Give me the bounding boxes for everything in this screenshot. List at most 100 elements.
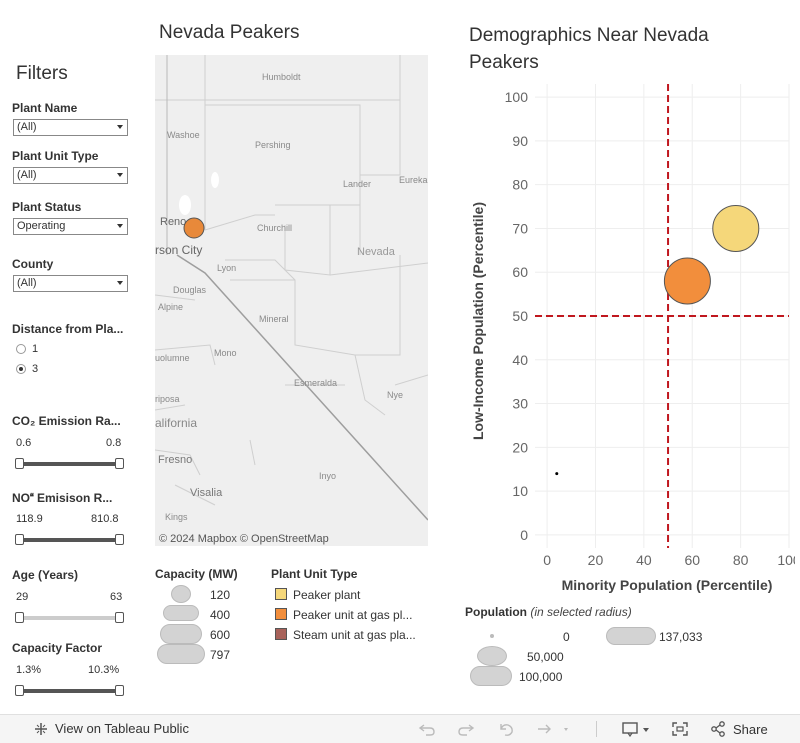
x-tick-label: 20: [588, 552, 604, 568]
capacity-size-marker: [171, 585, 191, 603]
map-label: Churchill: [257, 223, 292, 233]
plant-name-label: Plant Name: [12, 101, 78, 115]
nox-slider-track[interactable]: [19, 538, 121, 542]
revert-icon[interactable]: [497, 722, 515, 736]
nox-max: 810.8: [91, 513, 119, 525]
refresh-dropdown-icon[interactable]: [536, 722, 572, 736]
reference-lines: [535, 84, 789, 548]
view-on-tableau-button[interactable]: View on Tableau Public: [34, 721, 189, 736]
plant-unit-type-label: Plant Unit Type: [12, 149, 99, 163]
map-label: Mono: [214, 348, 237, 358]
capacity-factor-slider-min-handle[interactable]: [15, 685, 24, 696]
share-icon: [711, 721, 725, 737]
peaker-plant-swatch[interactable]: [275, 588, 287, 600]
plant-name-value: (All): [17, 121, 37, 133]
nox-slider-max-handle[interactable]: [115, 534, 124, 545]
age-slider-max-handle[interactable]: [115, 612, 124, 623]
data-point[interactable]: [663, 257, 711, 305]
map-title: Nevada Peakers: [159, 22, 300, 43]
population-legend-item: 0: [563, 630, 570, 644]
map-label: Lyon: [217, 263, 236, 273]
data-point[interactable]: [555, 472, 559, 476]
share-label: Share: [733, 721, 768, 737]
map-label: Nevada: [357, 246, 396, 258]
capacity-size-marker: [160, 624, 202, 644]
map-label: uolumne: [155, 353, 190, 363]
plant-marker[interactable]: [183, 217, 205, 239]
plant-status-value: Operating: [17, 220, 66, 232]
undo-icon[interactable]: [418, 722, 436, 736]
co2-slider-min-handle[interactable]: [15, 458, 24, 469]
map-label: Humboldt: [262, 72, 301, 82]
capacity-legend-item: 797: [210, 648, 231, 662]
co2-slider-max-handle[interactable]: [115, 458, 124, 469]
distance-option-3-label: 3: [32, 363, 39, 375]
unit-type-legend-title: Plant Unit Type: [271, 567, 358, 581]
x-axis-label: Minority Population (Percentile): [562, 577, 773, 593]
bottom-toolbar: View on Tableau Public Share: [0, 714, 800, 743]
unit-type-legend-item[interactable]: Peaker plant: [293, 588, 361, 602]
capacity-factor-slider-track[interactable]: [19, 689, 121, 693]
fullscreen-icon[interactable]: [671, 721, 689, 737]
x-tick-label: 80: [733, 552, 749, 568]
y-tick-label: 40: [512, 352, 528, 368]
plant-unit-type-value: (All): [17, 169, 37, 181]
y-tick-label: 90: [512, 133, 528, 149]
plant-name-select[interactable]: (All): [13, 119, 128, 136]
map-label: alifornia: [155, 416, 197, 430]
population-legend-label: Population: [465, 605, 527, 619]
redo-icon[interactable]: [457, 722, 475, 736]
data-point[interactable]: [712, 204, 760, 252]
map-label: Mineral: [259, 314, 289, 324]
capacity-legend-item: 600: [210, 628, 231, 642]
map-basemap: Humboldt Washoe Pershing Lander Eureka R…: [155, 55, 428, 522]
map-label: Washoe: [167, 130, 200, 140]
y-tick-label: 80: [512, 177, 528, 193]
county-value: (All): [17, 277, 37, 289]
y-axis-label: Low-Income Population (Percentile): [470, 202, 486, 440]
distance-option-1-label: 1: [32, 343, 39, 355]
co2-max: 0.8: [106, 437, 122, 449]
population-size-marker: [477, 646, 507, 666]
co2-min: 0.6: [16, 437, 32, 449]
map-view[interactable]: Humboldt Washoe Pershing Lander Eureka R…: [155, 55, 428, 546]
share-button[interactable]: Share: [710, 721, 768, 737]
plant-unit-type-select[interactable]: (All): [13, 167, 128, 184]
scatter-chart[interactable]: 0 10 20 30 40 50 60 70 80 90 100 0 20 40 60 80 100 Minor…: [465, 78, 795, 598]
age-slider-track[interactable]: [19, 616, 121, 620]
nox-slider-min-handle[interactable]: [15, 534, 24, 545]
chart-axes: 0 10 20 30 40 50 60 70 80 90 100 0 20 40 60 80 100: [505, 89, 795, 568]
map-label: Reno: [160, 216, 186, 228]
y-tick-label: 60: [512, 264, 528, 280]
age-max: 63: [110, 591, 123, 603]
chevron-down-icon: [117, 224, 123, 228]
distance-option-3[interactable]: 3: [16, 363, 38, 375]
distance-option-1[interactable]: 1: [16, 343, 38, 355]
age-slider-min-handle[interactable]: [15, 612, 24, 623]
capacity-factor-slider-max-handle[interactable]: [115, 685, 124, 696]
y-tick-label: 70: [512, 220, 528, 236]
download-dropdown-icon[interactable]: [621, 721, 653, 737]
capacity-size-marker: [157, 644, 205, 664]
chevron-down-icon: [117, 173, 123, 177]
peaker-unit-swatch[interactable]: [275, 608, 287, 620]
capacity-legend-item: 400: [210, 608, 231, 622]
radio-selected-icon: [16, 364, 26, 374]
age-min: 29: [16, 591, 29, 603]
chevron-down-icon: [117, 281, 123, 285]
county-select[interactable]: (All): [13, 275, 128, 292]
steam-unit-swatch[interactable]: [275, 628, 287, 640]
map-label: Esmeralda: [294, 378, 337, 388]
unit-type-legend-item[interactable]: Steam unit at gas pla...: [293, 628, 416, 642]
view-on-tableau-label: View on Tableau Public: [55, 721, 189, 736]
toolbar-divider: [596, 721, 597, 737]
filters-title: Filters: [16, 63, 68, 84]
unit-type-legend-item[interactable]: Peaker unit at gas pl...: [293, 608, 413, 622]
co2-slider-track[interactable]: [19, 462, 121, 466]
capacity-factor-max: 10.3%: [88, 664, 120, 676]
capacity-size-marker: [163, 605, 199, 621]
plant-status-select[interactable]: Operating: [13, 218, 128, 235]
plant-status-label: Plant Status: [12, 200, 82, 214]
map-label: Nye: [387, 390, 403, 400]
y-tick-label: 20: [512, 439, 528, 455]
